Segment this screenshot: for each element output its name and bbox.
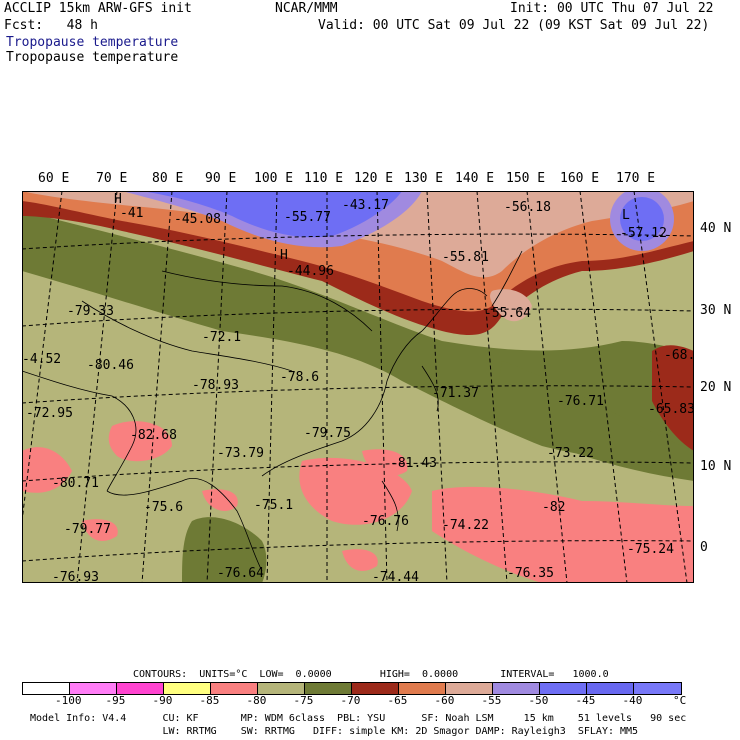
field-title: Tropopause temperature	[6, 35, 179, 50]
map-label: -78.6	[280, 370, 319, 385]
colorbar-swatch	[70, 683, 117, 694]
map-label: -76.64	[217, 566, 264, 581]
lon-label-160e: 160 E	[560, 171, 600, 186]
colorbar-swatch	[399, 683, 446, 694]
colorbar-swatch	[587, 683, 634, 694]
map-label: -80.46	[87, 358, 134, 373]
header-center: NCAR/MMM	[275, 1, 338, 16]
colorbar-swatch	[23, 683, 70, 694]
map-label-l: L	[622, 208, 630, 223]
map-frame	[22, 191, 694, 583]
colorbar-label: -50	[528, 694, 549, 707]
colorbar-swatch	[352, 683, 399, 694]
colorbar-label: -75	[293, 694, 314, 707]
map-label: -71.37	[432, 386, 479, 401]
map-label: -72.95	[26, 406, 73, 421]
lon-label-80e: 80 E	[152, 171, 184, 186]
colorbar-label: -45	[575, 694, 596, 707]
map-label: -80.71	[52, 476, 99, 491]
map-label-h: H	[114, 192, 122, 207]
map-label: -57.12	[620, 226, 667, 241]
map-label: -81.43	[390, 456, 437, 471]
lon-label-100e: 100 E	[254, 171, 294, 186]
map-label: -82	[542, 500, 565, 515]
map-label: -73.22	[547, 446, 594, 461]
lat-label-30n: 30 N	[700, 303, 732, 318]
map-label: -78.93	[192, 378, 239, 393]
colorbar-label: -100	[55, 694, 82, 707]
lon-label-110e: 110 E	[304, 171, 344, 186]
map-label: -45.08	[174, 212, 221, 227]
colorbar-label: -65	[387, 694, 408, 707]
map-label: -68.	[664, 348, 694, 363]
header-valid: Valid: 00 UTC Sat 09 Jul 22 (09 KST Sat …	[318, 18, 710, 33]
map-label: -82.68	[130, 428, 177, 443]
map-label: -43.17	[342, 198, 389, 213]
colorbar-swatch	[211, 683, 258, 694]
colorbar-swatch	[634, 683, 681, 694]
colorbar	[22, 682, 682, 695]
colorbar-label: -85	[199, 694, 220, 707]
colorbar-label: -40	[622, 694, 643, 707]
colorbar-label: -55	[481, 694, 502, 707]
lon-label-130e: 130 E	[404, 171, 444, 186]
map-label: -55.64	[484, 306, 531, 321]
map-label: -72.1	[202, 330, 241, 345]
colorbar-swatch	[493, 683, 540, 694]
map-label: -4.52	[22, 352, 61, 367]
lat-label-0: 0	[700, 540, 708, 555]
lat-label-10n: 10 N	[700, 459, 732, 474]
map-label: -73.79	[217, 446, 264, 461]
colorbar-label: °C	[673, 694, 687, 707]
colorbar-label: -70	[340, 694, 361, 707]
colorbar-label: -60	[434, 694, 455, 707]
lon-label-150e: 150 E	[506, 171, 546, 186]
lat-label-20n: 20 N	[700, 380, 732, 395]
footer-model-info: Model Info: V4.4 CU: KF MP: WDM 6class P…	[30, 713, 687, 724]
header-model: ACCLIP 15km ARW-GFS init	[4, 1, 192, 16]
colorbar-swatch	[258, 683, 305, 694]
map-label: -79.33	[67, 304, 114, 319]
map-label: -79.75	[304, 426, 351, 441]
colorbar-label: -95	[105, 694, 126, 707]
map-label: -55.81	[442, 250, 489, 265]
lat-label-40n: 40 N	[700, 221, 732, 236]
map-label: -76.35	[507, 566, 554, 581]
map-label: -65.83	[648, 402, 694, 417]
map-label: -56.18	[504, 200, 551, 215]
map-label: -74.44	[372, 570, 419, 583]
colorbar-swatch	[446, 683, 493, 694]
colorbar-swatch	[305, 683, 352, 694]
map-label: -74.22	[442, 518, 489, 533]
map-label: -75.1	[254, 498, 293, 513]
map-label: -55.77	[284, 210, 331, 225]
tropopause-temperature-map: H -41 -45.08 -55.77 -43.17 -56.18 L -57.…	[22, 191, 694, 583]
header-forecast: Fcst: 48 h	[4, 18, 98, 33]
lon-label-170e: 170 E	[616, 171, 656, 186]
contours-info: CONTOURS: UNITS=°C LOW= 0.0000 HIGH= 0.0…	[133, 669, 609, 680]
map-label: -76.76	[362, 514, 409, 529]
map-label: -75.6	[144, 500, 183, 515]
lon-label-60e: 60 E	[38, 171, 70, 186]
lon-label-120e: 120 E	[354, 171, 394, 186]
colorbar-swatch	[164, 683, 211, 694]
map-label: -44.96	[287, 264, 334, 279]
colorbar-swatch	[117, 683, 164, 694]
colorbar-label: -80	[246, 694, 267, 707]
map-label: -76.93	[52, 570, 99, 583]
header-init: Init: 00 UTC Thu 07 Jul 22	[510, 1, 714, 16]
map-label: -75.24	[627, 542, 674, 557]
lon-label-140e: 140 E	[455, 171, 495, 186]
field-title-2: Tropopause temperature	[6, 50, 179, 65]
map-label-h: H	[280, 248, 288, 263]
colorbar-label: -90	[152, 694, 173, 707]
footer-physics-info: LW: RRTMG SW: RRTMG DIFF: simple KM: 2D …	[30, 726, 639, 737]
map-label: -41	[120, 206, 143, 221]
lon-label-90e: 90 E	[205, 171, 237, 186]
map-label: -79.77	[64, 522, 111, 537]
colorbar-swatch	[540, 683, 587, 694]
lon-label-70e: 70 E	[96, 171, 128, 186]
map-label: -76.71	[557, 394, 604, 409]
